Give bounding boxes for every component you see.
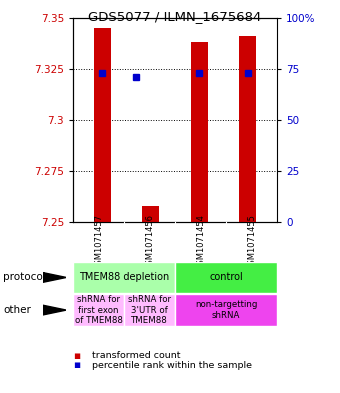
Text: percentile rank within the sample: percentile rank within the sample bbox=[92, 361, 252, 370]
Text: GDS5077 / ILMN_1675684: GDS5077 / ILMN_1675684 bbox=[88, 10, 262, 23]
Text: GSM1071454: GSM1071454 bbox=[196, 214, 205, 270]
Bar bbox=[142, 206, 159, 222]
Bar bbox=[191, 42, 208, 222]
Text: non-targetting
shRNA: non-targetting shRNA bbox=[195, 300, 257, 320]
Text: GSM1071455: GSM1071455 bbox=[247, 214, 256, 270]
Bar bbox=[73, 294, 124, 326]
Text: ◾: ◾ bbox=[73, 351, 80, 361]
Text: GSM1071457: GSM1071457 bbox=[94, 214, 103, 270]
Text: GSM1071456: GSM1071456 bbox=[145, 214, 154, 270]
Bar bbox=[239, 36, 256, 222]
Text: shRNA for
first exon
of TMEM88: shRNA for first exon of TMEM88 bbox=[75, 295, 122, 325]
Text: protocol: protocol bbox=[3, 272, 46, 283]
Text: transformed count: transformed count bbox=[92, 351, 180, 360]
Bar bbox=[175, 262, 277, 293]
Text: shRNA for
3'UTR of
TMEM88: shRNA for 3'UTR of TMEM88 bbox=[128, 295, 171, 325]
Text: control: control bbox=[209, 272, 243, 283]
Polygon shape bbox=[42, 272, 66, 283]
Bar bbox=[124, 294, 175, 326]
Bar bbox=[94, 28, 111, 222]
Bar bbox=[175, 294, 277, 326]
Text: ◾: ◾ bbox=[73, 360, 80, 371]
Text: TMEM88 depletion: TMEM88 depletion bbox=[79, 272, 169, 283]
Polygon shape bbox=[42, 305, 66, 315]
Text: other: other bbox=[3, 305, 31, 315]
Bar bbox=[73, 262, 175, 293]
